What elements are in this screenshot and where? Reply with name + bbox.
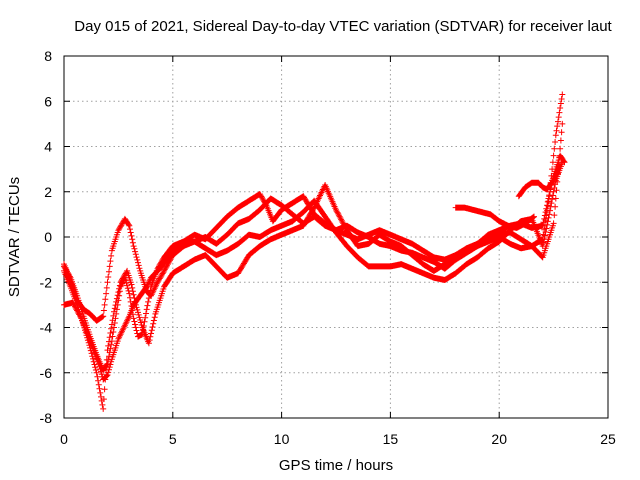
y-tick-label: 2 <box>44 184 52 200</box>
y-tick-label: -6 <box>40 365 53 381</box>
series-markers <box>61 161 564 324</box>
series-track-4 <box>61 161 564 324</box>
series-markers <box>515 152 568 200</box>
x-axis-label: GPS time / hours <box>279 457 393 474</box>
x-tick-label: 25 <box>600 431 616 447</box>
x-tick-label: 20 <box>491 431 507 447</box>
series-track-2 <box>61 159 566 383</box>
series-track-5 <box>452 204 537 231</box>
x-tick-label: 0 <box>60 431 68 447</box>
series-layer <box>61 91 568 412</box>
series-track-3 <box>61 120 566 412</box>
series-markers <box>61 159 566 383</box>
y-tick-label: 6 <box>44 93 52 109</box>
series-markers <box>61 120 566 412</box>
x-tick-label: 15 <box>383 431 399 447</box>
y-axis-label: SDTVAR / TECUs <box>6 177 23 297</box>
grid-layer <box>64 56 608 418</box>
x-tick-label: 5 <box>169 431 177 447</box>
ticks-layer: 0 5 10 15 20 25 -8 -6 -4 -2 0 2 4 6 8 <box>40 48 616 447</box>
y-tick-label: 8 <box>44 48 52 64</box>
y-tick-label: -2 <box>40 274 53 290</box>
chart-title: Day 015 of 2021, Sidereal Day-to-day VTE… <box>74 18 612 35</box>
y-tick-label: -8 <box>40 410 53 426</box>
y-tick-label: 4 <box>44 139 52 155</box>
x-tick-label: 10 <box>274 431 290 447</box>
y-tick-label: -4 <box>40 320 53 336</box>
series-track-6 <box>515 152 568 200</box>
y-tick-label: 0 <box>44 229 52 245</box>
series-markers <box>452 204 537 231</box>
